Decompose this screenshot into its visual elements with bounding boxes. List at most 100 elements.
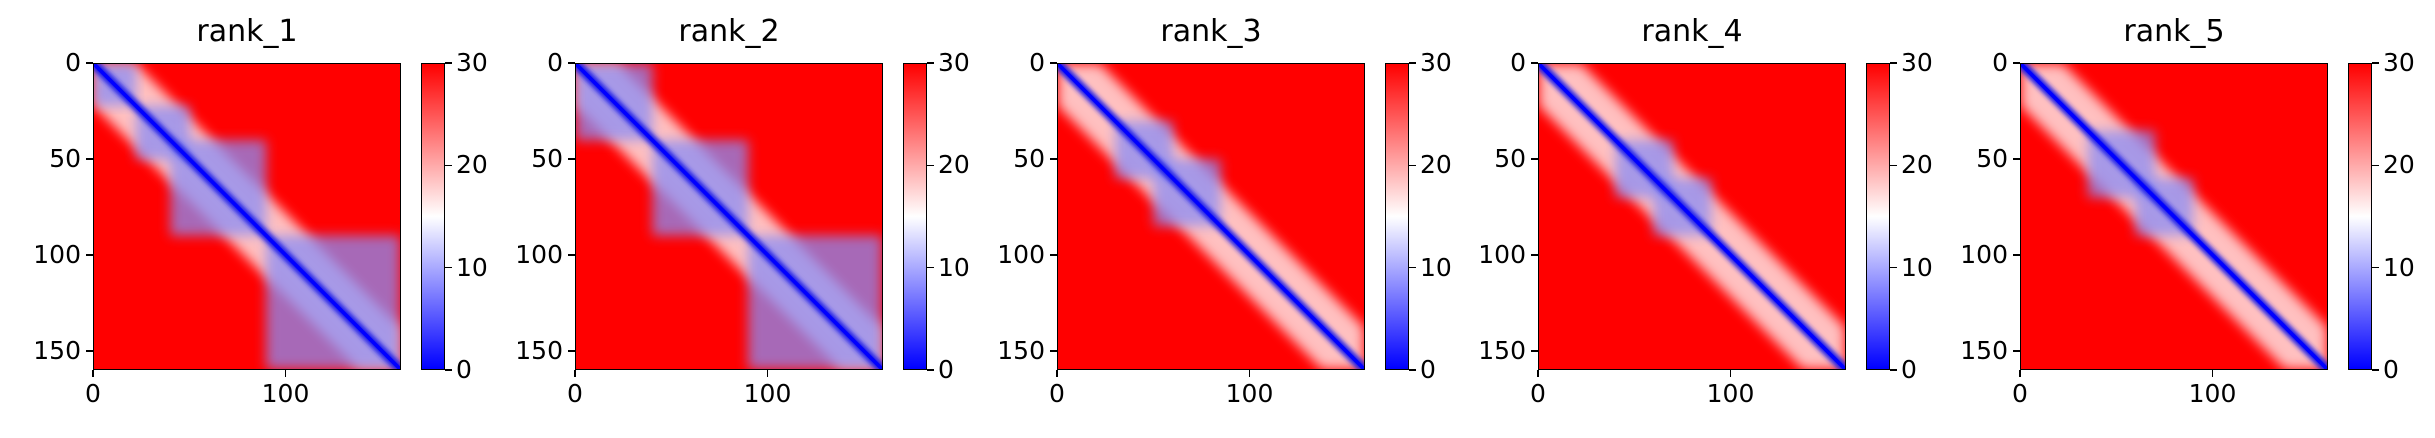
domain-block-1	[94, 64, 137, 106]
heatmap-background	[1539, 64, 1845, 369]
heatmap-plot-area	[93, 63, 401, 370]
y-tick-label: 150	[33, 335, 81, 365]
x-tick-label: 100	[2188, 379, 2237, 408]
domain-block-1	[1115, 121, 1173, 179]
y-tick-label: 0	[547, 48, 563, 77]
x-tick-mark	[2211, 370, 2214, 377]
chart-title: rank_5	[2123, 14, 2225, 49]
colorbar-tick-mark	[1409, 164, 1416, 167]
diagonal	[576, 64, 882, 369]
heatmap-plot-area	[575, 63, 883, 370]
diagonal-halo	[1058, 64, 1364, 369]
y-tick-label: 150	[1478, 335, 1526, 365]
x-tick-label: 0	[1530, 379, 1546, 408]
chart-title: rank_1	[196, 14, 298, 49]
chart-title: rank_2	[678, 14, 780, 49]
domain-block-1	[576, 64, 653, 141]
y-tick-label: 50	[1976, 143, 2008, 173]
heatmap-matrix	[1539, 64, 1845, 369]
y-tick-mark	[1531, 62, 1538, 64]
diagonal-core	[1539, 64, 1845, 369]
colorbar-tick-label: 0	[1420, 355, 1436, 384]
colorbar-tick-mark	[1890, 62, 1897, 64]
y-tick-label: 50	[1494, 143, 1526, 173]
domain-block-1	[1615, 140, 1673, 198]
heatmap-matrix	[576, 64, 882, 369]
colorbar-tick-mark	[927, 164, 934, 167]
y-tick-label: 50	[49, 143, 81, 173]
y-tick-mark	[1531, 158, 1538, 160]
diagonal-halo	[2021, 64, 2327, 369]
heatmap-plot-area	[1057, 63, 1365, 370]
y-tick-label: 0	[1992, 48, 2008, 77]
y-tick-label: 50	[531, 143, 563, 173]
x-tick-label: 0	[85, 379, 101, 408]
colorbar-tick-mark	[1890, 369, 1897, 371]
colorbar	[2348, 63, 2372, 370]
x-tick-mark	[1056, 370, 1058, 377]
colorbar-tick-label: 30	[1901, 48, 1933, 77]
colorbar	[903, 63, 927, 370]
diagonal-core	[2021, 64, 2327, 369]
y-tick-mark	[86, 350, 93, 352]
y-tick-label: 0	[1510, 48, 1526, 77]
y-tick-mark	[1531, 350, 1538, 352]
y-tick-label: 100	[1478, 239, 1526, 269]
x-tick-label: 0	[2012, 379, 2028, 408]
y-tick-label: 150	[1960, 335, 2008, 365]
x-tick-label: 0	[567, 379, 583, 408]
x-tick-label: 100	[1706, 379, 1755, 408]
x-tick-mark	[2019, 370, 2021, 377]
y-tick-label: 100	[33, 239, 81, 269]
colorbar-tick-mark	[1890, 266, 1897, 269]
y-tick-label: 0	[1029, 48, 1045, 77]
diagonal-core	[94, 64, 400, 369]
colorbar-tick-label: 0	[938, 355, 954, 384]
colorbar-tick-mark	[2372, 369, 2379, 371]
diagonal	[1539, 64, 1845, 369]
x-tick-label: 100	[743, 379, 792, 408]
heatmap-plot-area	[2020, 63, 2328, 370]
colorbar-tick-mark	[1409, 266, 1416, 269]
colorbar-tick-label: 20	[1901, 150, 1933, 180]
y-tick-mark	[1050, 62, 1057, 64]
colorbar-tick-label: 20	[1420, 150, 1452, 180]
heatmap-background	[1058, 64, 1364, 369]
domain-block-2	[1653, 178, 1712, 236]
domain-block-4	[266, 235, 400, 369]
colorbar-tick-mark	[927, 62, 934, 64]
domain-block-1	[2087, 130, 2155, 198]
colorbar-tick-mark	[445, 164, 452, 167]
colorbar-tick-label: 30	[456, 48, 488, 77]
y-tick-mark	[86, 62, 93, 64]
colorbar-tick-mark	[1409, 369, 1416, 371]
diagonal-halo	[576, 64, 882, 369]
domain-block-3	[748, 235, 882, 369]
colorbar-tick-label: 20	[456, 150, 488, 180]
x-tick-label: 100	[1225, 379, 1274, 408]
colorbar-tick-label: 30	[1420, 48, 1452, 77]
colorbar-tick-label: 10	[1901, 252, 1933, 282]
heatmap-matrix	[94, 64, 400, 369]
colorbar-tick-label: 20	[2383, 150, 2415, 180]
y-tick-mark	[568, 254, 575, 256]
diagonal	[2021, 64, 2327, 369]
y-tick-mark	[2013, 254, 2020, 256]
x-tick-mark	[1729, 370, 1732, 377]
colorbar-tick-label: 10	[938, 252, 970, 282]
diagonal	[1058, 64, 1364, 369]
x-tick-mark	[1248, 370, 1251, 377]
y-tick-label: 100	[1960, 239, 2008, 269]
x-tick-mark	[284, 370, 287, 377]
y-tick-label: 0	[65, 48, 81, 77]
y-tick-mark	[1050, 158, 1057, 160]
colorbar	[1385, 63, 1409, 370]
colorbar-tick-mark	[1409, 62, 1416, 64]
colorbar-tick-mark	[1890, 164, 1897, 167]
colorbar-tick-mark	[2372, 266, 2379, 269]
